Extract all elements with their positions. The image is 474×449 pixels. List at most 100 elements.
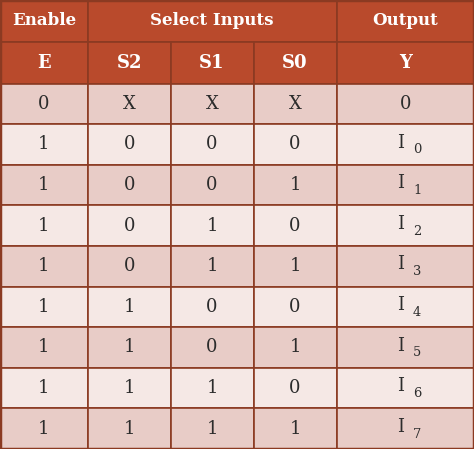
Text: 0: 0 xyxy=(206,136,218,154)
Text: 1: 1 xyxy=(413,184,421,197)
Text: 1: 1 xyxy=(38,379,50,397)
Bar xyxy=(254,286,337,327)
Text: S2: S2 xyxy=(117,53,142,72)
Bar xyxy=(254,205,337,246)
Bar xyxy=(0,165,88,205)
Text: Enable: Enable xyxy=(12,13,76,29)
Text: X: X xyxy=(206,95,219,113)
Text: 1: 1 xyxy=(289,176,301,194)
Bar xyxy=(171,246,254,286)
Bar xyxy=(88,286,171,327)
Text: 1: 1 xyxy=(289,339,301,357)
Text: S1: S1 xyxy=(200,53,225,72)
Text: I: I xyxy=(397,377,404,395)
Bar xyxy=(337,0,474,42)
Text: Select Inputs: Select Inputs xyxy=(150,13,274,29)
Bar xyxy=(171,409,254,449)
Text: 1: 1 xyxy=(38,257,50,275)
Bar xyxy=(171,327,254,368)
Bar xyxy=(0,246,88,286)
Bar xyxy=(254,246,337,286)
Bar xyxy=(337,409,474,449)
Text: 1: 1 xyxy=(206,420,218,438)
Bar xyxy=(337,205,474,246)
Text: 1: 1 xyxy=(38,176,50,194)
Text: 1: 1 xyxy=(38,339,50,357)
Bar xyxy=(254,368,337,409)
Text: X: X xyxy=(123,95,136,113)
Text: I: I xyxy=(397,296,404,314)
Bar xyxy=(0,0,88,42)
Bar xyxy=(254,42,337,84)
Bar xyxy=(0,205,88,246)
Bar xyxy=(88,368,171,409)
Text: 0: 0 xyxy=(123,176,135,194)
Text: 1: 1 xyxy=(38,298,50,316)
Bar xyxy=(0,368,88,409)
Bar xyxy=(254,327,337,368)
Bar xyxy=(337,246,474,286)
Bar xyxy=(171,205,254,246)
Text: 1: 1 xyxy=(38,217,50,235)
Bar xyxy=(337,165,474,205)
Text: E: E xyxy=(37,53,51,72)
Text: 0: 0 xyxy=(38,95,50,113)
Bar xyxy=(254,84,337,124)
Bar xyxy=(0,124,88,165)
Bar xyxy=(171,286,254,327)
Text: 7: 7 xyxy=(413,427,421,440)
Text: 0: 0 xyxy=(206,298,218,316)
Text: 0: 0 xyxy=(206,339,218,357)
Bar xyxy=(88,246,171,286)
Text: 0: 0 xyxy=(123,217,135,235)
Text: 0: 0 xyxy=(289,298,301,316)
Text: 1: 1 xyxy=(38,136,50,154)
Bar xyxy=(88,165,171,205)
Bar xyxy=(0,286,88,327)
Text: 1: 1 xyxy=(123,379,135,397)
Text: I: I xyxy=(397,255,404,273)
Bar xyxy=(0,84,88,124)
Text: S0: S0 xyxy=(282,53,308,72)
Text: I: I xyxy=(397,174,404,192)
Bar xyxy=(0,42,88,84)
Text: I: I xyxy=(397,134,404,152)
Text: 1: 1 xyxy=(206,257,218,275)
Bar xyxy=(88,409,171,449)
Text: 1: 1 xyxy=(289,257,301,275)
Text: 1: 1 xyxy=(123,298,135,316)
Bar xyxy=(337,42,474,84)
Bar xyxy=(171,368,254,409)
Text: Output: Output xyxy=(373,13,438,29)
Text: X: X xyxy=(289,95,301,113)
Text: 0: 0 xyxy=(289,379,301,397)
Bar xyxy=(171,165,254,205)
Text: 2: 2 xyxy=(413,224,421,238)
Text: I: I xyxy=(397,418,404,436)
Bar xyxy=(171,42,254,84)
Text: 5: 5 xyxy=(413,346,421,359)
Text: 6: 6 xyxy=(413,387,421,400)
Bar xyxy=(337,84,474,124)
Text: 1: 1 xyxy=(123,339,135,357)
Text: 0: 0 xyxy=(289,217,301,235)
Bar xyxy=(88,42,171,84)
Bar xyxy=(88,124,171,165)
Bar xyxy=(337,124,474,165)
Bar xyxy=(88,327,171,368)
Bar xyxy=(171,124,254,165)
Bar xyxy=(88,205,171,246)
Text: 0: 0 xyxy=(289,136,301,154)
Bar xyxy=(337,286,474,327)
Bar xyxy=(88,84,171,124)
Bar xyxy=(254,165,337,205)
Text: 4: 4 xyxy=(413,306,421,319)
Text: Y: Y xyxy=(399,53,412,72)
Text: 1: 1 xyxy=(206,379,218,397)
Text: 0: 0 xyxy=(123,257,135,275)
Text: 1: 1 xyxy=(38,420,50,438)
Bar xyxy=(254,124,337,165)
Bar xyxy=(254,409,337,449)
Bar xyxy=(0,327,88,368)
Text: 1: 1 xyxy=(123,420,135,438)
